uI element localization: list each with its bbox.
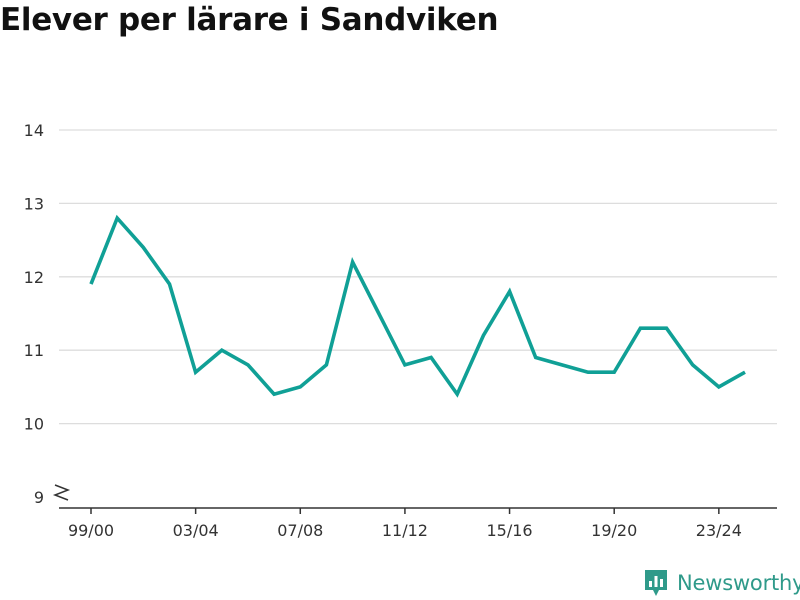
x-tick-label: 15/16 [487, 521, 533, 540]
y-tick-label: 10 [24, 415, 44, 434]
x-axis-labels: 99/00 03/04 07/08 11/12 15/16 19/20 23/24 [68, 521, 742, 540]
x-tick-label: 23/24 [696, 521, 742, 540]
x-axis [52, 484, 777, 514]
newsworthy-brand: Newsworthy [643, 568, 800, 598]
x-tick-label: 99/00 [68, 521, 114, 540]
y-tick-label: 12 [24, 268, 44, 287]
chart-title: Elever per lärare i Sandviken [0, 2, 499, 38]
x-tick-label: 19/20 [591, 521, 637, 540]
y-tick-label: 9 [34, 488, 44, 507]
y-tick-label: 13 [24, 194, 44, 213]
newsworthy-bar-chart-icon [645, 570, 667, 596]
x-tick-label: 03/04 [173, 521, 219, 540]
y-axis-labels: 9 10 11 12 13 14 [24, 121, 44, 507]
grid-lines [59, 129, 777, 425]
y-tick-label: 14 [24, 121, 44, 140]
x-tick-label: 11/12 [382, 521, 428, 540]
series-layer [89, 214, 746, 398]
y-tick-label: 11 [24, 341, 44, 360]
x-tick-label: 07/08 [277, 521, 323, 540]
series-line [89, 214, 746, 398]
brand-name: Newsworthy [677, 571, 800, 595]
axis-break-marker [52, 484, 71, 501]
